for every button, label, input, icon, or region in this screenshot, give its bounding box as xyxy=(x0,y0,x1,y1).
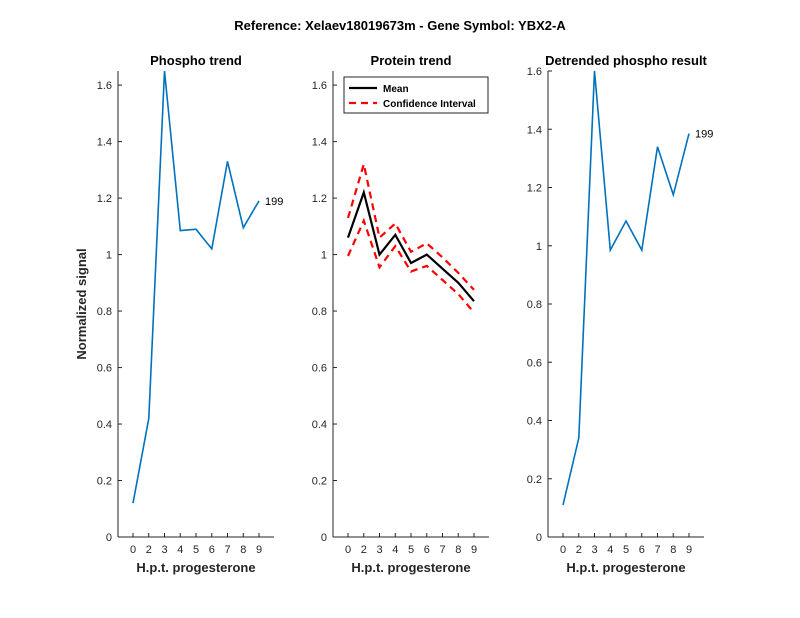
x-tick-label: 5 xyxy=(193,544,199,556)
x-tick-label: 5 xyxy=(408,544,414,556)
x-tick-label: 4 xyxy=(607,544,613,556)
x-tick-label: 9 xyxy=(686,544,692,556)
legend-box xyxy=(343,76,489,114)
x-tick-label: 2 xyxy=(361,544,367,556)
series-line xyxy=(562,70,690,506)
y-tick-label: 0.2 xyxy=(97,476,112,488)
series-line-mean xyxy=(346,188,475,302)
series-end-label: 199 xyxy=(265,196,283,208)
panel-title: Protein trend xyxy=(371,53,452,68)
y-tick-label: 0.8 xyxy=(312,306,327,318)
y-tick-label: 1.6 xyxy=(312,80,327,92)
series-line-confidence-interval xyxy=(346,217,475,314)
x-tick-label: 7 xyxy=(439,544,445,556)
x-tick-label: 3 xyxy=(591,544,597,556)
y-tick-label: 0.8 xyxy=(97,306,112,318)
x-tick-label: 8 xyxy=(240,544,246,556)
y-tick-label: 1.2 xyxy=(527,183,542,195)
y-tick-label: 0.4 xyxy=(97,419,112,431)
x-tick-label: 3 xyxy=(376,544,382,556)
x-tick-label: 9 xyxy=(471,544,477,556)
x-tick-label: 2 xyxy=(576,544,582,556)
y-tick-label: 1.4 xyxy=(527,124,542,136)
chart-panel-3: Detrended phospho result 0 0.2 0.4 0.6 0.8 1 1.… xyxy=(527,53,714,575)
y-tick-label: 0 xyxy=(321,532,327,544)
x-tick-label: 8 xyxy=(670,544,676,556)
legend-entry-confidence-interval: Confidence Interval xyxy=(383,99,476,110)
x-tick-label: 5 xyxy=(623,544,629,556)
x-tick-label: 2 xyxy=(146,544,152,556)
x-tick-label: 8 xyxy=(455,544,461,556)
legend: Mean Confidence Interval xyxy=(343,76,489,114)
x-tick-label: 4 xyxy=(177,544,183,556)
y-tick-label: 0.4 xyxy=(312,419,327,431)
y-axis-label: Normalized signal xyxy=(74,248,89,359)
y-tick-label: 0.4 xyxy=(527,416,542,428)
x-tick-label: 7 xyxy=(654,544,660,556)
y-tick-label: 0 xyxy=(536,532,542,544)
y-tick-label: 0.6 xyxy=(97,363,112,375)
x-axis-label: H.p.t. progesterone xyxy=(351,560,470,575)
x-tick-label: 4 xyxy=(392,544,398,556)
panel-title: Phospho trend xyxy=(150,53,242,68)
x-axis-label: H.p.t. progesterone xyxy=(566,560,685,575)
y-tick-label: 1 xyxy=(536,241,542,253)
y-tick-label: 0.2 xyxy=(527,474,542,486)
x-tick-label: 7 xyxy=(224,544,230,556)
x-tick-label: 0 xyxy=(130,544,136,556)
y-tick-label: 1.6 xyxy=(527,66,542,78)
x-tick-label: 0 xyxy=(345,544,351,556)
panel-title: Detrended phospho result xyxy=(545,53,707,68)
y-tick-label: 0.6 xyxy=(312,363,327,375)
y-tick-label: 1.2 xyxy=(97,193,112,205)
y-tick-label: 1 xyxy=(321,250,327,262)
x-tick-label: 6 xyxy=(424,544,430,556)
x-axis-label: H.p.t. progesterone xyxy=(136,560,255,575)
series-line-confidence-interval xyxy=(346,163,475,291)
y-tick-label: 0.2 xyxy=(312,476,327,488)
y-tick-label: 1.4 xyxy=(312,137,327,149)
y-tick-label: 1.4 xyxy=(97,137,112,149)
y-tick-label: 0.8 xyxy=(527,299,542,311)
series-end-label: 199 xyxy=(695,129,713,141)
x-tick-label: 6 xyxy=(209,544,215,556)
x-tick-label: 9 xyxy=(256,544,262,556)
series-line xyxy=(132,70,260,504)
y-tick-label: 1 xyxy=(106,250,112,262)
y-tick-label: 0.6 xyxy=(527,357,542,369)
x-tick-label: 3 xyxy=(161,544,167,556)
legend-entry-mean: Mean xyxy=(383,84,409,95)
y-tick-label: 1.6 xyxy=(97,80,112,92)
x-tick-label: 6 xyxy=(639,544,645,556)
x-tick-label: 0 xyxy=(560,544,566,556)
figure-title: Reference: Xelaev18019673m - Gene Symbol… xyxy=(234,18,566,33)
y-tick-label: 0 xyxy=(106,532,112,544)
y-tick-label: 1.2 xyxy=(312,193,327,205)
